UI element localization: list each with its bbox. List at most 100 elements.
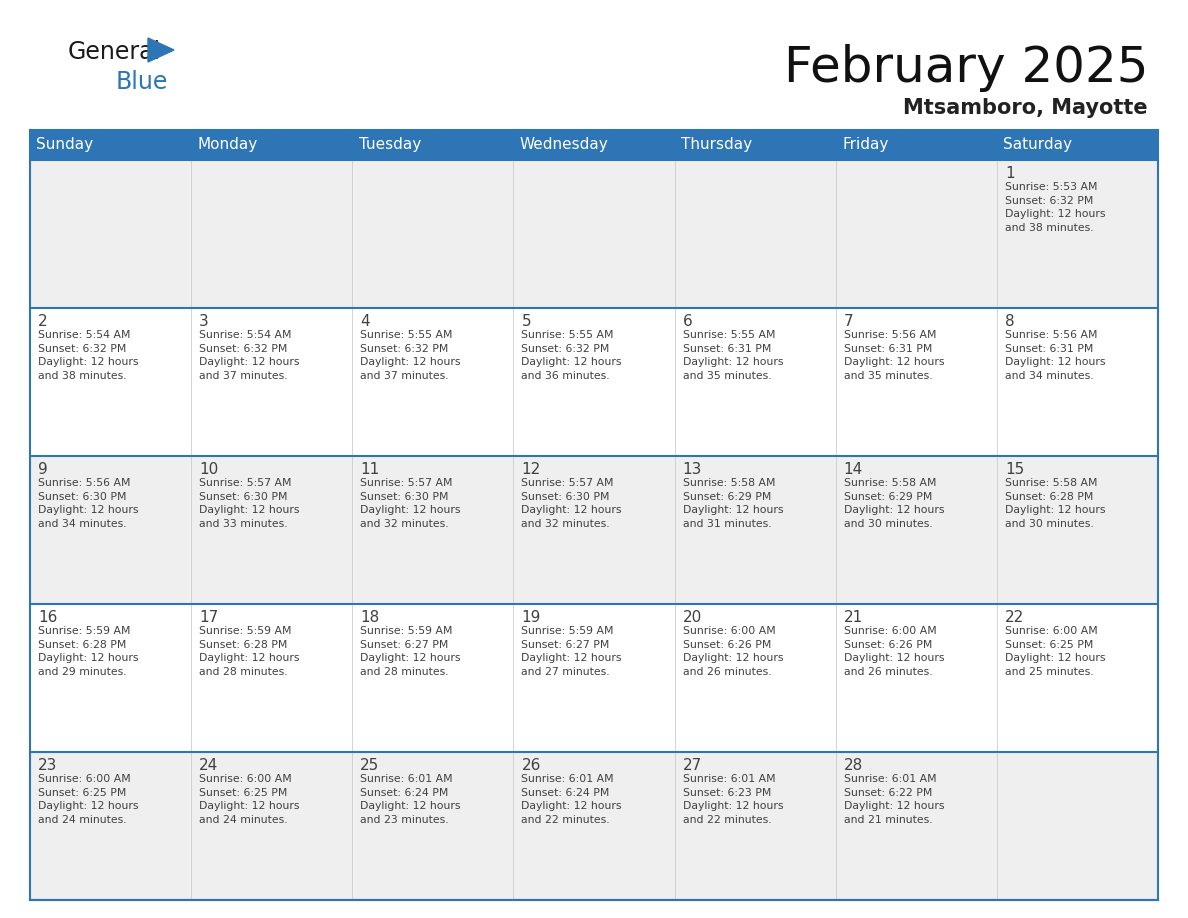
Bar — [675, 160, 835, 308]
Text: 28: 28 — [843, 758, 862, 773]
Text: 23: 23 — [38, 758, 57, 773]
Text: 4: 4 — [360, 314, 369, 329]
Text: Blue: Blue — [116, 70, 169, 94]
Text: Sunrise: 5:59 AM
Sunset: 6:27 PM
Daylight: 12 hours
and 28 minutes.: Sunrise: 5:59 AM Sunset: 6:27 PM Dayligh… — [360, 626, 461, 677]
Bar — [30, 752, 191, 900]
Text: 12: 12 — [522, 462, 541, 477]
Bar — [675, 456, 835, 604]
Bar — [353, 308, 513, 456]
Text: Sunrise: 5:56 AM
Sunset: 6:31 PM
Daylight: 12 hours
and 34 minutes.: Sunrise: 5:56 AM Sunset: 6:31 PM Dayligh… — [1005, 330, 1105, 381]
Text: 19: 19 — [522, 610, 541, 625]
Text: Sunday: Sunday — [37, 138, 94, 152]
Text: Sunrise: 6:00 AM
Sunset: 6:26 PM
Daylight: 12 hours
and 26 minutes.: Sunrise: 6:00 AM Sunset: 6:26 PM Dayligh… — [843, 626, 944, 677]
Bar — [675, 604, 835, 752]
Text: Sunrise: 6:01 AM
Sunset: 6:22 PM
Daylight: 12 hours
and 21 minutes.: Sunrise: 6:01 AM Sunset: 6:22 PM Dayligh… — [843, 774, 944, 824]
Text: Thursday: Thursday — [681, 138, 752, 152]
Text: 20: 20 — [683, 610, 702, 625]
Bar — [513, 456, 675, 604]
Text: Sunrise: 5:56 AM
Sunset: 6:31 PM
Daylight: 12 hours
and 35 minutes.: Sunrise: 5:56 AM Sunset: 6:31 PM Dayligh… — [843, 330, 944, 381]
Text: General: General — [68, 40, 162, 64]
Text: Sunrise: 6:00 AM
Sunset: 6:25 PM
Daylight: 12 hours
and 24 minutes.: Sunrise: 6:00 AM Sunset: 6:25 PM Dayligh… — [38, 774, 139, 824]
Bar — [997, 308, 1158, 456]
Bar — [353, 456, 513, 604]
Bar — [513, 308, 675, 456]
Text: 18: 18 — [360, 610, 380, 625]
Bar — [30, 604, 191, 752]
Text: Sunrise: 5:53 AM
Sunset: 6:32 PM
Daylight: 12 hours
and 38 minutes.: Sunrise: 5:53 AM Sunset: 6:32 PM Dayligh… — [1005, 182, 1105, 233]
Text: 9: 9 — [38, 462, 48, 477]
Text: Sunrise: 5:55 AM
Sunset: 6:31 PM
Daylight: 12 hours
and 35 minutes.: Sunrise: 5:55 AM Sunset: 6:31 PM Dayligh… — [683, 330, 783, 381]
Bar — [675, 308, 835, 456]
Bar — [30, 308, 191, 456]
Text: 14: 14 — [843, 462, 862, 477]
Text: Sunrise: 5:55 AM
Sunset: 6:32 PM
Daylight: 12 hours
and 37 minutes.: Sunrise: 5:55 AM Sunset: 6:32 PM Dayligh… — [360, 330, 461, 381]
Text: 2: 2 — [38, 314, 48, 329]
Bar — [191, 308, 353, 456]
Bar — [353, 160, 513, 308]
Text: Sunrise: 5:54 AM
Sunset: 6:32 PM
Daylight: 12 hours
and 37 minutes.: Sunrise: 5:54 AM Sunset: 6:32 PM Dayligh… — [200, 330, 299, 381]
Text: Monday: Monday — [197, 138, 258, 152]
Text: Sunrise: 6:01 AM
Sunset: 6:24 PM
Daylight: 12 hours
and 23 minutes.: Sunrise: 6:01 AM Sunset: 6:24 PM Dayligh… — [360, 774, 461, 824]
Bar — [513, 752, 675, 900]
Bar — [835, 308, 997, 456]
Text: Sunrise: 5:57 AM
Sunset: 6:30 PM
Daylight: 12 hours
and 33 minutes.: Sunrise: 5:57 AM Sunset: 6:30 PM Dayligh… — [200, 478, 299, 529]
Bar — [835, 604, 997, 752]
Bar — [191, 160, 353, 308]
Text: Wednesday: Wednesday — [520, 138, 608, 152]
Bar — [353, 752, 513, 900]
Bar — [513, 604, 675, 752]
Bar — [997, 456, 1158, 604]
Bar — [513, 160, 675, 308]
Text: 8: 8 — [1005, 314, 1015, 329]
Text: Sunrise: 6:01 AM
Sunset: 6:23 PM
Daylight: 12 hours
and 22 minutes.: Sunrise: 6:01 AM Sunset: 6:23 PM Dayligh… — [683, 774, 783, 824]
Text: 27: 27 — [683, 758, 702, 773]
Text: 21: 21 — [843, 610, 862, 625]
Text: Sunrise: 5:55 AM
Sunset: 6:32 PM
Daylight: 12 hours
and 36 minutes.: Sunrise: 5:55 AM Sunset: 6:32 PM Dayligh… — [522, 330, 623, 381]
Text: Sunrise: 6:00 AM
Sunset: 6:25 PM
Daylight: 12 hours
and 25 minutes.: Sunrise: 6:00 AM Sunset: 6:25 PM Dayligh… — [1005, 626, 1105, 677]
Bar — [353, 604, 513, 752]
Bar — [997, 604, 1158, 752]
Text: 24: 24 — [200, 758, 219, 773]
Text: 16: 16 — [38, 610, 57, 625]
Text: Mtsamboro, Mayotte: Mtsamboro, Mayotte — [903, 98, 1148, 118]
Text: 7: 7 — [843, 314, 853, 329]
Bar — [835, 160, 997, 308]
Bar — [191, 604, 353, 752]
Text: 17: 17 — [200, 610, 219, 625]
Text: Sunrise: 5:59 AM
Sunset: 6:27 PM
Daylight: 12 hours
and 27 minutes.: Sunrise: 5:59 AM Sunset: 6:27 PM Dayligh… — [522, 626, 623, 677]
Text: Sunrise: 5:59 AM
Sunset: 6:28 PM
Daylight: 12 hours
and 28 minutes.: Sunrise: 5:59 AM Sunset: 6:28 PM Dayligh… — [200, 626, 299, 677]
Text: Tuesday: Tuesday — [359, 138, 421, 152]
Bar — [835, 456, 997, 604]
Text: Friday: Friday — [842, 138, 889, 152]
Text: 5: 5 — [522, 314, 531, 329]
Text: Sunrise: 5:57 AM
Sunset: 6:30 PM
Daylight: 12 hours
and 32 minutes.: Sunrise: 5:57 AM Sunset: 6:30 PM Dayligh… — [522, 478, 623, 529]
Text: Sunrise: 5:58 AM
Sunset: 6:28 PM
Daylight: 12 hours
and 30 minutes.: Sunrise: 5:58 AM Sunset: 6:28 PM Dayligh… — [1005, 478, 1105, 529]
Text: Sunrise: 5:54 AM
Sunset: 6:32 PM
Daylight: 12 hours
and 38 minutes.: Sunrise: 5:54 AM Sunset: 6:32 PM Dayligh… — [38, 330, 139, 381]
Bar — [835, 752, 997, 900]
Text: Sunrise: 5:58 AM
Sunset: 6:29 PM
Daylight: 12 hours
and 30 minutes.: Sunrise: 5:58 AM Sunset: 6:29 PM Dayligh… — [843, 478, 944, 529]
Text: 10: 10 — [200, 462, 219, 477]
Text: 3: 3 — [200, 314, 209, 329]
Text: Sunrise: 6:00 AM
Sunset: 6:25 PM
Daylight: 12 hours
and 24 minutes.: Sunrise: 6:00 AM Sunset: 6:25 PM Dayligh… — [200, 774, 299, 824]
Text: Sunrise: 5:57 AM
Sunset: 6:30 PM
Daylight: 12 hours
and 32 minutes.: Sunrise: 5:57 AM Sunset: 6:30 PM Dayligh… — [360, 478, 461, 529]
Text: Sunrise: 6:00 AM
Sunset: 6:26 PM
Daylight: 12 hours
and 26 minutes.: Sunrise: 6:00 AM Sunset: 6:26 PM Dayligh… — [683, 626, 783, 677]
Text: 25: 25 — [360, 758, 380, 773]
Text: Sunrise: 5:59 AM
Sunset: 6:28 PM
Daylight: 12 hours
and 29 minutes.: Sunrise: 5:59 AM Sunset: 6:28 PM Dayligh… — [38, 626, 139, 677]
Bar — [30, 456, 191, 604]
Text: Saturday: Saturday — [1004, 138, 1073, 152]
Bar — [30, 160, 191, 308]
Text: 11: 11 — [360, 462, 380, 477]
Bar — [997, 752, 1158, 900]
Bar — [675, 752, 835, 900]
Text: 1: 1 — [1005, 166, 1015, 181]
Polygon shape — [148, 38, 173, 62]
Text: Sunrise: 5:58 AM
Sunset: 6:29 PM
Daylight: 12 hours
and 31 minutes.: Sunrise: 5:58 AM Sunset: 6:29 PM Dayligh… — [683, 478, 783, 529]
Bar — [191, 752, 353, 900]
Bar — [997, 160, 1158, 308]
Bar — [30, 130, 1158, 160]
Text: 6: 6 — [683, 314, 693, 329]
Text: Sunrise: 5:56 AM
Sunset: 6:30 PM
Daylight: 12 hours
and 34 minutes.: Sunrise: 5:56 AM Sunset: 6:30 PM Dayligh… — [38, 478, 139, 529]
Text: 15: 15 — [1005, 462, 1024, 477]
Text: 22: 22 — [1005, 610, 1024, 625]
Text: February 2025: February 2025 — [784, 44, 1148, 92]
